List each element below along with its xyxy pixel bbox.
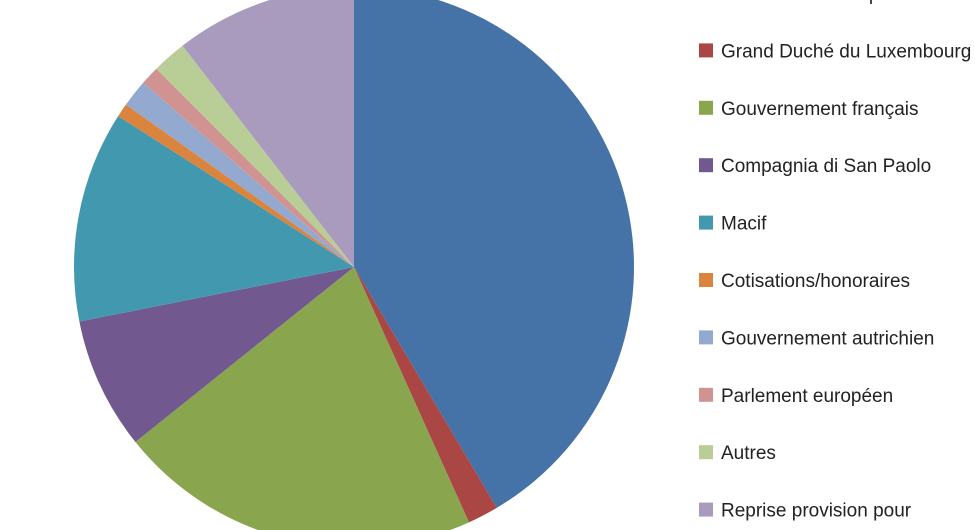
legend-swatch [699,273,713,287]
legend-swatch [699,215,713,230]
legend-item: Reprise provision pour [699,501,912,522]
pie-slice [143,68,354,267]
legend-item: Macif [699,214,767,235]
legend-label: Grand Duché du Luxembourg [721,41,971,62]
legend-swatch [699,330,713,345]
legend-item: Cotisations/honoraires [699,271,910,292]
legend-label: Parlement européen [721,386,893,407]
legend-item: Gouvernement français [699,99,919,120]
legend-swatch [699,502,713,517]
legend-swatch [699,387,713,402]
legend-label: Commission européenne [721,0,932,5]
legend-item: Parlement européen [699,386,893,407]
legend-swatch [699,100,713,115]
legend-swatch [699,445,713,460]
legend-label: Cotisations/honoraires [721,271,910,292]
legend-label: Macif [721,214,767,235]
pie-slice [125,82,354,268]
pie-slice [118,104,355,267]
legend-label: Compagnia di San Paolo [721,156,931,177]
legend-label: Reprise provision pour [721,501,912,522]
legend-swatch [699,158,713,173]
pie-slice [135,267,469,530]
pie-slice [79,267,355,442]
legend-swatch [699,43,713,58]
pie-slice [74,116,354,322]
legend-item: Autres [699,443,776,464]
legend-label: Gouvernement autrichien [721,328,934,349]
legend-label: Gouvernement français [721,99,919,120]
pie-slices [74,0,634,530]
legend-item: Gouvernement autrichien [699,328,934,349]
pie-slice [354,0,634,508]
pie-slice [182,0,354,267]
pie-slice [156,45,354,268]
chart-legend: Commission européenne Grand Duché du Luxe… [699,0,971,522]
pie-slice [354,267,497,523]
legend-label: Autres [721,443,776,464]
legend-item: Grand Duché du Luxembourg [699,41,971,62]
legend-item: Compagnia di San Paolo [699,156,931,177]
legend-item: Commission européenne [721,0,932,5]
